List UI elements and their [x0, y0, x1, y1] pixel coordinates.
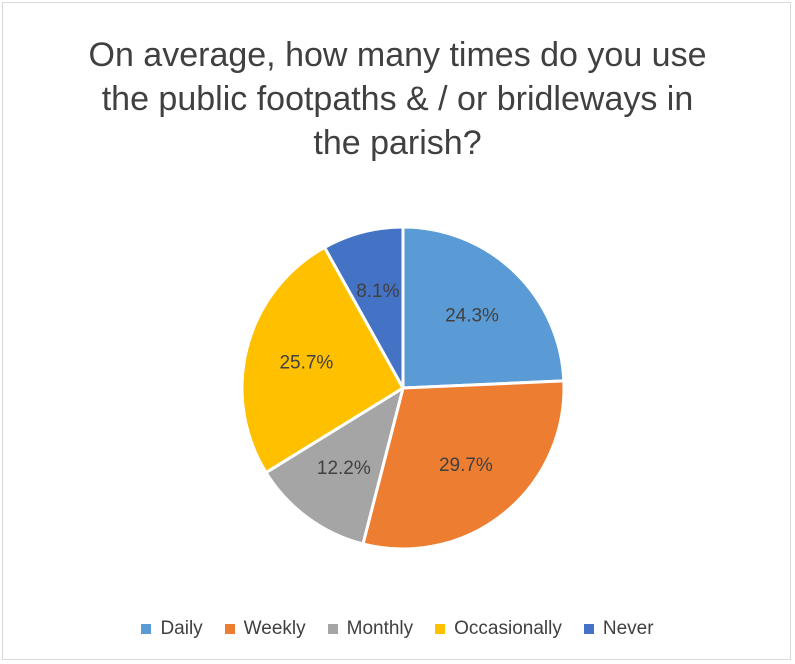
pie-slice-occasionally — [240, 245, 405, 475]
chart-title-line-2: the public footpaths & / or bridleways i… — [101, 80, 694, 118]
legend-item-never: Never — [583, 618, 654, 640]
chart-legend: Daily Weekly Monthly Occasionally Never — [0, 618, 795, 640]
legend-item-daily: Daily — [141, 618, 203, 640]
chart-title-line-3: the parish? — [313, 124, 482, 162]
data-label-occasionally: 25.7% — [279, 352, 333, 373]
data-label-never: 8.1% — [356, 281, 399, 302]
legend-item-occasionally: Occasionally — [435, 618, 562, 640]
data-label-monthly: 12.2% — [317, 458, 371, 479]
chart-title-line-1: On average, how many times do you use — [88, 36, 707, 74]
data-label-daily: 24.3% — [445, 305, 499, 326]
legend-label-monthly: Monthly — [346, 618, 414, 639]
legend-label-daily: Daily — [160, 618, 203, 639]
legend-swatch-monthly — [327, 624, 338, 634]
data-label-weekly: 29.7% — [439, 455, 493, 476]
legend-item-weekly: Weekly — [224, 618, 306, 640]
legend-item-monthly: Monthly — [327, 618, 414, 640]
legend-label-never: Never — [602, 618, 654, 639]
legend-swatch-occasionally — [435, 624, 446, 634]
legend-swatch-daily — [141, 624, 152, 634]
pie-slice-monthly — [264, 386, 405, 546]
legend-label-occasionally: Occasionally — [454, 618, 562, 639]
pie-slice-weekly — [361, 379, 566, 551]
legend-swatch-weekly — [224, 624, 235, 634]
chart-title: On average, how many times do you use th… — [3, 33, 792, 165]
legend-swatch-never — [583, 624, 594, 634]
pie-slice-never — [323, 225, 405, 390]
legend-label-weekly: Weekly — [243, 618, 306, 639]
pie-slice-daily — [401, 225, 566, 390]
